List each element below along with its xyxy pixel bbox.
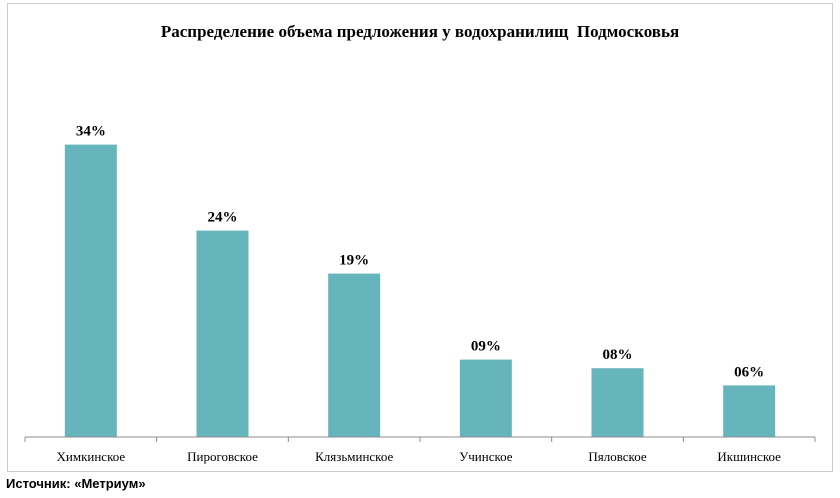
bar-1	[64, 144, 117, 437]
data-labels-group: 34% 24% 19% 09% 08% 06%	[76, 124, 764, 381]
category-label: Пяловское	[588, 449, 647, 464]
data-label: 19%	[339, 253, 369, 269]
category-label: Учинское	[459, 449, 513, 464]
data-label: 08%	[603, 347, 633, 363]
chart-frame	[7, 3, 833, 472]
data-label: 09%	[471, 339, 501, 355]
source-note: Источник: «Метриум»	[6, 476, 146, 491]
bar-2	[196, 230, 249, 437]
category-label: Клязьминское	[315, 449, 393, 464]
data-label: 24%	[208, 210, 238, 226]
bar-4	[459, 359, 512, 437]
bar-6	[723, 385, 776, 437]
data-label: 06%	[734, 364, 764, 380]
x-axis-ticks	[24, 437, 816, 442]
bar-5	[591, 368, 644, 437]
category-label: Икшинское	[717, 449, 781, 464]
category-labels-group: Химкинское Пироговское Клязьминское Учинско…	[57, 449, 782, 464]
bar-3	[328, 273, 381, 437]
data-label: 34%	[76, 124, 106, 140]
bars-group	[64, 144, 776, 437]
category-label: Пироговское	[187, 449, 258, 464]
category-label: Химкинское	[57, 449, 126, 464]
chart-title: Распределение объема предложения у водох…	[160, 22, 680, 41]
